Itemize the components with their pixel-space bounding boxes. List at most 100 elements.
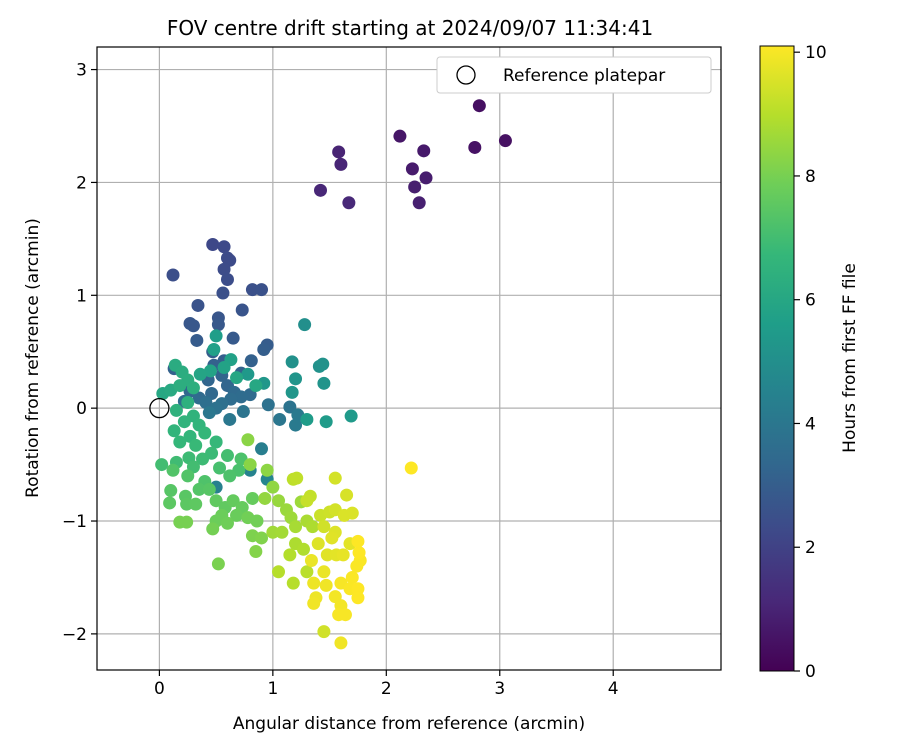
y-tick-label: 2	[76, 173, 87, 193]
data-point	[272, 494, 286, 508]
colorbar-ticks: 0 2 4 6 8 10	[794, 43, 827, 682]
data-point	[317, 376, 331, 390]
data-point	[177, 415, 191, 429]
data-point	[498, 134, 512, 148]
colorbar-gradient	[759, 45, 795, 672]
data-point	[198, 426, 212, 440]
data-point	[223, 469, 237, 483]
legend-marker-reference	[456, 65, 476, 85]
data-point	[199, 396, 213, 410]
x-tick-label: 4	[608, 679, 619, 699]
data-point	[193, 367, 207, 381]
x-tick-label: 3	[494, 679, 505, 699]
data-point	[285, 355, 299, 369]
legend-label-reference: Reference platepar	[503, 66, 665, 86]
data-point	[314, 183, 328, 197]
data-point	[163, 496, 177, 510]
data-point	[244, 354, 258, 368]
data-point	[283, 400, 297, 414]
data-point	[289, 520, 303, 534]
data-point	[230, 371, 244, 385]
data-point	[226, 331, 240, 345]
data-point	[317, 625, 331, 639]
y-tick-label: 1	[76, 286, 87, 306]
data-point	[220, 272, 234, 286]
data-point	[196, 452, 210, 466]
data-point	[216, 286, 230, 300]
data-point	[311, 537, 325, 551]
data-point	[226, 494, 240, 508]
colorbar-tick-label: 8	[805, 167, 816, 187]
grid	[97, 47, 721, 670]
colorbar-tick-label: 10	[805, 43, 827, 63]
data-point	[180, 515, 194, 529]
data-point	[245, 283, 259, 297]
data-point	[192, 482, 206, 496]
x-tick-label: 0	[154, 679, 165, 699]
data-point	[235, 303, 249, 317]
data-point	[306, 520, 320, 534]
data-point	[319, 578, 333, 592]
data-point	[334, 157, 348, 171]
data-point	[351, 591, 365, 605]
y-tick-label: −1	[62, 512, 87, 532]
data-point	[209, 435, 223, 449]
colorbar: 0 2 4 6 8 10 Hours from first FF file	[759, 43, 860, 682]
data-point	[169, 403, 183, 417]
data-point	[217, 361, 231, 375]
data-point	[319, 415, 333, 429]
data-point	[419, 171, 433, 185]
data-point	[249, 544, 263, 558]
data-point	[258, 491, 272, 505]
data-point	[206, 238, 220, 252]
data-point	[317, 565, 331, 579]
data-point	[211, 318, 225, 332]
data-point	[298, 318, 312, 332]
data-point	[181, 469, 195, 483]
data-point	[304, 554, 318, 568]
data-point	[290, 471, 304, 485]
data-point	[286, 576, 300, 590]
data-point	[180, 497, 194, 511]
y-axis-label: Rotation from reference (arcmin)	[23, 218, 43, 498]
data-point	[260, 463, 274, 477]
data-point	[181, 396, 195, 410]
data-point	[336, 548, 350, 562]
data-point	[202, 406, 216, 420]
data-point	[164, 484, 178, 498]
data-point	[243, 458, 257, 472]
data-point	[255, 531, 269, 545]
data-point	[316, 357, 330, 371]
data-point	[211, 557, 225, 571]
data-point	[296, 542, 310, 556]
x-tick-label: 1	[267, 679, 278, 699]
data-point	[241, 367, 255, 381]
data-point	[155, 458, 169, 472]
data-point	[317, 520, 331, 534]
data-point	[325, 531, 339, 545]
data-point	[186, 381, 200, 395]
data-point	[289, 372, 303, 386]
y-tick-label: −2	[62, 625, 87, 645]
data-point	[351, 582, 365, 596]
data-point	[203, 364, 217, 378]
data-point	[191, 298, 205, 312]
data-point	[300, 412, 314, 426]
data-point	[217, 262, 231, 276]
legend: Reference platepar	[436, 56, 712, 94]
data-point	[173, 435, 187, 449]
data-point	[283, 548, 297, 562]
data-point	[255, 283, 269, 297]
data-point	[408, 180, 422, 194]
data-point	[342, 196, 356, 210]
data-point	[245, 491, 259, 505]
data-point	[217, 240, 231, 254]
data-point	[207, 342, 221, 356]
data-point	[250, 514, 264, 528]
data-point	[275, 525, 289, 539]
data-point	[167, 424, 181, 438]
data-point	[166, 268, 180, 282]
data-point	[266, 480, 280, 494]
data-point	[223, 412, 237, 426]
data-point	[300, 494, 314, 508]
